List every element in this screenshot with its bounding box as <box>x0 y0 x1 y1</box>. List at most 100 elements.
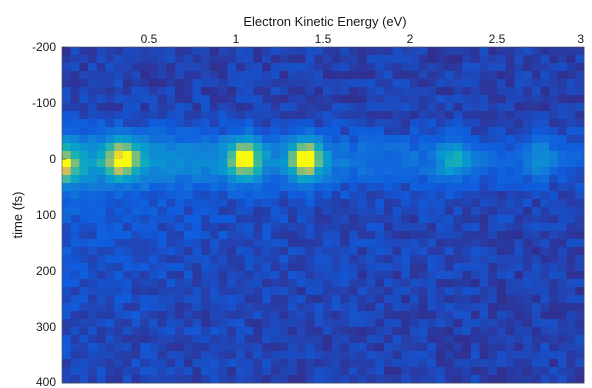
heatmap-cell <box>497 271 507 280</box>
heatmap-cell <box>96 271 106 280</box>
heatmap-cell <box>62 135 72 144</box>
heatmap-cell <box>192 223 202 232</box>
heatmap-cell <box>427 359 437 368</box>
heatmap-cell <box>401 159 411 168</box>
heatmap-cell <box>105 79 115 88</box>
heatmap-cell <box>96 375 106 384</box>
heatmap-cell <box>175 263 185 272</box>
heatmap-cell <box>227 279 237 288</box>
heatmap-cell <box>244 303 254 312</box>
heatmap-cell <box>323 287 333 296</box>
heatmap-cell <box>314 247 324 256</box>
heatmap-cell <box>418 159 428 168</box>
heatmap-cell <box>296 63 306 72</box>
heatmap-cell <box>253 351 263 360</box>
heatmap-cell <box>566 159 576 168</box>
heatmap-cell <box>462 359 472 368</box>
heatmap-cell <box>470 63 480 72</box>
heatmap-cell <box>410 135 420 144</box>
heatmap-cell <box>227 359 237 368</box>
heatmap-cell <box>323 95 333 104</box>
heatmap-cell <box>149 343 159 352</box>
heatmap-cell <box>566 175 576 184</box>
heatmap-cell <box>192 255 202 264</box>
heatmap-cell <box>427 191 437 200</box>
heatmap-cell <box>305 303 315 312</box>
heatmap-cell <box>314 55 324 64</box>
heatmap-cell <box>279 223 289 232</box>
heatmap-cell <box>357 79 367 88</box>
heatmap-cell <box>201 87 211 96</box>
heatmap-cell <box>331 359 341 368</box>
heatmap-cell <box>331 311 341 320</box>
heatmap-cell <box>70 247 80 256</box>
heatmap-cell <box>392 87 402 96</box>
heatmap-cell <box>227 119 237 128</box>
heatmap-cell <box>323 183 333 192</box>
heatmap-cell <box>427 271 437 280</box>
heatmap-cell <box>131 279 141 288</box>
heatmap-cell <box>436 159 446 168</box>
heatmap-cell <box>575 127 585 136</box>
heatmap-cell <box>375 167 385 176</box>
heatmap-cell <box>357 351 367 360</box>
heatmap-cell <box>114 191 124 200</box>
heatmap-cell <box>505 263 515 272</box>
heatmap-cell <box>209 199 219 208</box>
heatmap-cell <box>410 271 420 280</box>
heatmap-cell <box>340 231 350 240</box>
heatmap-cell <box>540 159 550 168</box>
heatmap-cell <box>209 263 219 272</box>
heatmap-cell <box>183 367 193 376</box>
heatmap-cell <box>122 167 132 176</box>
heatmap-cell <box>175 175 185 184</box>
heatmap-cell <box>279 279 289 288</box>
heatmap-cell <box>296 375 306 384</box>
heatmap-cell <box>557 159 567 168</box>
heatmap-cell <box>470 71 480 80</box>
heatmap-cell <box>453 255 463 264</box>
heatmap-cell <box>453 351 463 360</box>
heatmap-cell <box>236 255 246 264</box>
heatmap-cell <box>575 239 585 248</box>
heatmap-cell <box>270 191 280 200</box>
heatmap-cell <box>479 375 489 384</box>
heatmap-cell <box>253 143 263 152</box>
heatmap-cell <box>209 255 219 264</box>
heatmap-cell <box>175 151 185 160</box>
heatmap-cell <box>340 287 350 296</box>
heatmap-cell <box>427 375 437 384</box>
heatmap-cell <box>175 351 185 360</box>
heatmap-cell <box>375 231 385 240</box>
heatmap-cell <box>253 263 263 272</box>
heatmap-cell <box>514 199 524 208</box>
heatmap-cell <box>470 135 480 144</box>
heatmap-cell <box>149 143 159 152</box>
heatmap-cell <box>523 127 533 136</box>
heatmap-cell <box>505 359 515 368</box>
heatmap-cell <box>436 239 446 248</box>
heatmap-cell <box>470 271 480 280</box>
heatmap-cell <box>479 343 489 352</box>
heatmap-cell <box>323 143 333 152</box>
heatmap-cell <box>175 159 185 168</box>
heatmap-cell <box>444 111 454 120</box>
heatmap-cell <box>175 207 185 216</box>
heatmap-cell <box>131 359 141 368</box>
heatmap-cell <box>122 303 132 312</box>
heatmap-cell <box>331 375 341 384</box>
heatmap-cell <box>157 199 167 208</box>
heatmap-cell <box>166 263 176 272</box>
heatmap-cell <box>305 151 315 160</box>
heatmap-cell <box>497 319 507 328</box>
heatmap-cell <box>366 239 376 248</box>
heatmap-cell <box>157 207 167 216</box>
heatmap-cell <box>183 63 193 72</box>
heatmap-cell <box>505 327 515 336</box>
heatmap-cell <box>479 239 489 248</box>
heatmap-cell <box>314 287 324 296</box>
heatmap-cell <box>122 183 132 192</box>
heatmap-cell <box>323 303 333 312</box>
heatmap-cell <box>479 119 489 128</box>
heatmap-cell <box>540 87 550 96</box>
